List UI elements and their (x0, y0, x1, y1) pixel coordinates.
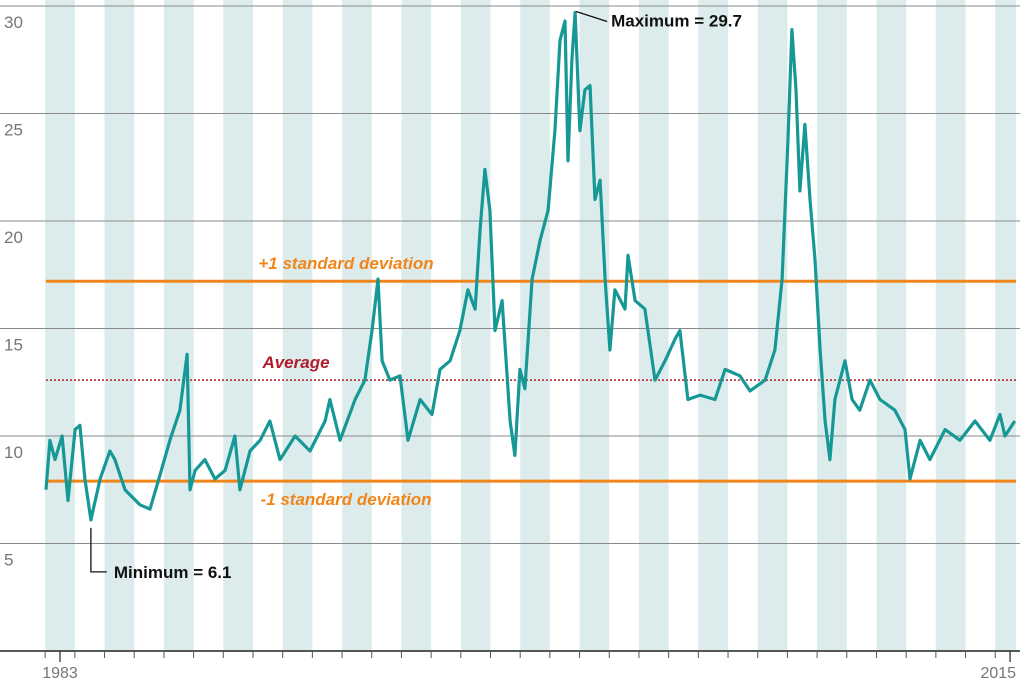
year-stripe (282, 0, 313, 651)
y-tick-label: 5 (4, 551, 13, 570)
year-stripe (757, 0, 788, 651)
year-stripe (163, 0, 194, 651)
year-stripe (223, 0, 253, 651)
y-tick-label: 10 (4, 443, 23, 462)
year-stripe (579, 0, 610, 651)
year-stripe (460, 0, 491, 651)
maximum-leader-line (575, 10, 608, 23)
y-tick-label: 25 (4, 121, 23, 140)
year-stripe (995, 0, 1016, 651)
maximum-label: Maximum = 29.7 (611, 11, 742, 30)
year-stripe (401, 0, 432, 651)
average-label: Average (261, 353, 329, 372)
year-stripe (876, 0, 907, 651)
y-tick-label: 20 (4, 228, 23, 247)
year-stripe (104, 0, 135, 651)
y-tick-label: 30 (4, 13, 23, 32)
plus-one-sd-label: +1 standard deviation (258, 254, 433, 273)
x-tick-label: 1983 (42, 665, 78, 680)
year-stripe (935, 0, 966, 651)
y-tick-label: 15 (4, 336, 23, 355)
minimum-leader-line (90, 527, 107, 573)
year-stripe (698, 0, 729, 651)
year-stripe (45, 0, 75, 651)
year-stripe (520, 0, 550, 651)
year-stripe (342, 0, 372, 651)
series-line (44, 10, 1017, 522)
x-tick-label: 2015 (980, 665, 1016, 680)
annotations: Minimum = 6.1 Maximum = 29.7 (90, 10, 742, 582)
year-stripe (638, 0, 669, 651)
minimum-label: Minimum = 6.1 (114, 563, 232, 582)
year-stripes (45, 0, 1016, 651)
gridlines (0, 5, 1020, 544)
minus-one-sd-label: -1 standard deviation (261, 490, 432, 509)
y-axis-ticks: 5 10 15 20 25 30 (4, 13, 23, 570)
year-stripe (817, 0, 847, 651)
x-axis: 1983 2015 (0, 650, 1020, 682)
